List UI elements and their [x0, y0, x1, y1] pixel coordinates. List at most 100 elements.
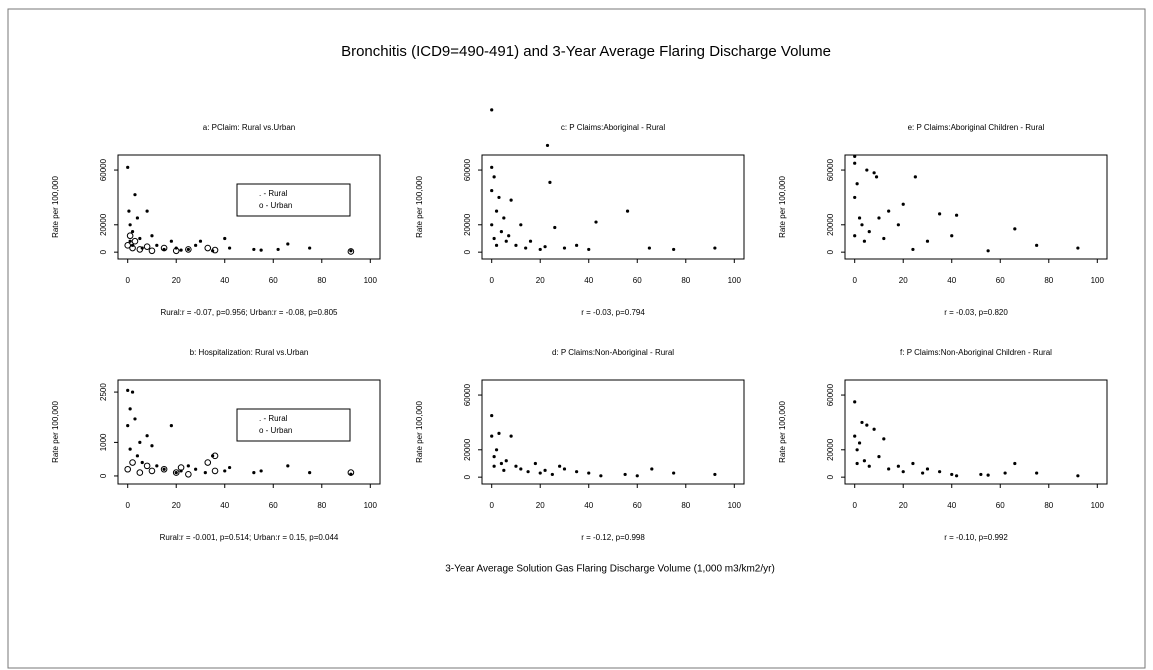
x-tick-label: 20 — [536, 276, 545, 285]
point — [347, 469, 355, 476]
point — [490, 188, 494, 193]
y-axis-label: Rate per 100,000 — [51, 176, 60, 238]
point — [174, 470, 178, 475]
x-tick-label: 0 — [852, 276, 857, 285]
plot-frame — [844, 154, 1108, 260]
point — [252, 470, 256, 475]
point — [145, 209, 149, 213]
point — [877, 216, 881, 220]
x-tick-label: 60 — [269, 276, 278, 285]
point — [538, 471, 542, 475]
panel-caption: r = -0.03, p=0.794 — [581, 308, 645, 317]
panel-caption: r = -0.10, p=0.992 — [944, 533, 1008, 542]
point — [136, 469, 144, 476]
point — [494, 448, 499, 452]
point — [882, 236, 886, 241]
y-tick-label: 0 — [463, 249, 472, 254]
point — [126, 388, 130, 392]
point — [548, 180, 552, 184]
point — [872, 171, 876, 175]
point — [599, 474, 603, 478]
point — [950, 234, 954, 238]
point — [204, 459, 212, 466]
point — [509, 198, 513, 202]
point — [865, 423, 869, 427]
y-tick-label: 2500 — [99, 383, 108, 401]
y-tick-label: 60000 — [99, 158, 108, 181]
legend-label: o - Urban — [259, 201, 292, 210]
legend-label: o - Urban — [259, 426, 292, 435]
point — [887, 209, 891, 213]
point — [223, 236, 227, 241]
x-tick-label: 100 — [364, 501, 378, 510]
point — [194, 467, 198, 471]
x-tick-label: 40 — [220, 276, 229, 285]
point — [862, 459, 867, 463]
point — [860, 223, 864, 227]
point — [172, 469, 180, 476]
x-tick-label: 80 — [1044, 276, 1053, 285]
point — [186, 464, 190, 468]
point — [148, 247, 156, 255]
point — [872, 427, 876, 431]
x-tick-label: 60 — [996, 276, 1005, 285]
x-tick-label: 60 — [633, 276, 642, 285]
point — [625, 209, 630, 213]
point — [136, 246, 144, 253]
point — [562, 467, 567, 471]
point — [492, 464, 496, 468]
point — [223, 469, 227, 473]
y-axis-label: Rate per 100,000 — [778, 176, 787, 238]
point — [204, 244, 212, 252]
y-tick-label: 1000 — [99, 433, 108, 451]
point — [558, 464, 562, 468]
point — [198, 239, 203, 243]
point — [587, 247, 591, 252]
y-tick-label: 60000 — [463, 158, 472, 181]
panel-title: b: Hospitalization: Rural vs.Urban — [190, 348, 309, 357]
point — [203, 470, 207, 475]
point — [862, 239, 867, 243]
point — [911, 461, 915, 466]
point — [504, 239, 508, 243]
point — [650, 467, 654, 471]
x-tick-label: 0 — [852, 501, 857, 510]
point — [877, 455, 881, 459]
y-tick-label: 0 — [99, 473, 108, 478]
point — [1076, 474, 1080, 478]
point — [143, 462, 151, 470]
point — [986, 473, 990, 477]
point — [860, 420, 864, 425]
point — [128, 239, 132, 243]
point — [921, 471, 925, 475]
point — [1035, 471, 1039, 475]
point — [526, 470, 530, 474]
point — [950, 472, 954, 477]
point — [647, 246, 651, 250]
point — [1013, 461, 1017, 466]
point — [562, 246, 567, 250]
point — [133, 417, 137, 421]
point — [127, 209, 131, 213]
point — [533, 461, 537, 466]
point — [497, 431, 501, 435]
point — [575, 470, 579, 474]
point — [185, 470, 192, 478]
point — [492, 236, 496, 241]
point — [713, 246, 717, 250]
point — [865, 168, 869, 172]
point — [143, 243, 151, 250]
x-tick-label: 100 — [1091, 276, 1105, 285]
y-tick-label: 0 — [826, 474, 835, 479]
plot-frame — [481, 154, 745, 260]
point — [276, 247, 280, 252]
point — [347, 248, 355, 255]
x-tick-label: 0 — [125, 501, 130, 510]
point — [259, 469, 263, 473]
x-tick-label: 40 — [584, 501, 593, 510]
point — [855, 448, 859, 452]
point — [913, 175, 917, 179]
point — [129, 459, 136, 466]
point — [130, 390, 135, 394]
point — [155, 243, 159, 247]
